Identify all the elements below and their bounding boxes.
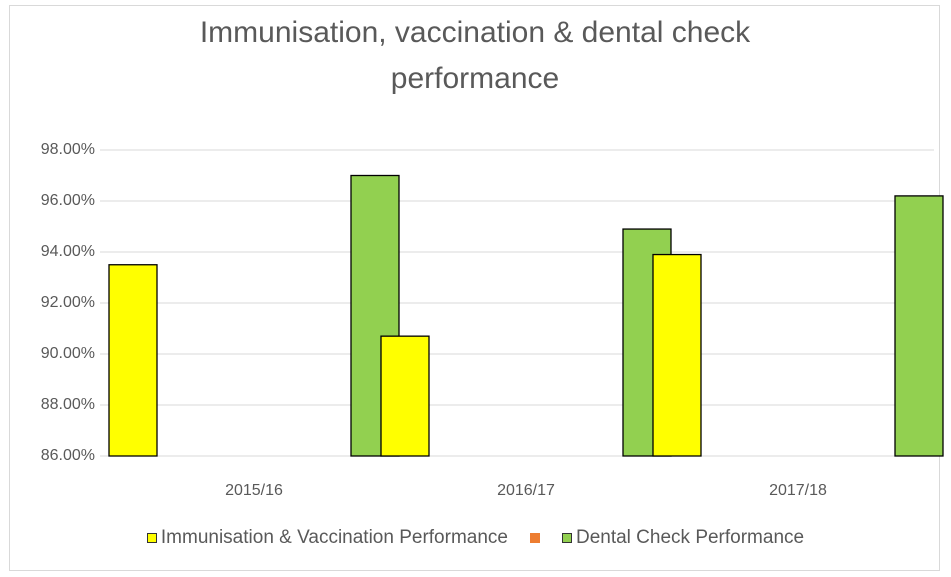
legend: Immunisation & Vaccination Performance De… (0, 527, 951, 549)
legend-label: Dental Check Performance (575, 527, 805, 548)
legend-swatch (529, 533, 540, 543)
y-tick-label: 88.00% (41, 396, 95, 413)
legend-item: Dental Check Performance (561, 527, 805, 549)
bar (380, 335, 430, 457)
y-tick-label: 86.00% (41, 447, 95, 464)
bar (652, 253, 702, 457)
legend-item (529, 527, 540, 549)
bar (350, 174, 400, 457)
legend-swatch (561, 533, 572, 543)
bar (894, 195, 944, 457)
legend-item: Immunisation & Vaccination Performance (146, 527, 508, 549)
y-tick-label: 92.00% (41, 294, 95, 311)
y-tick-label: 94.00% (41, 243, 95, 260)
y-tick-label: 98.00% (41, 141, 95, 158)
x-tick-label: 2017/18 (769, 482, 827, 499)
y-tick-label: 90.00% (41, 345, 95, 362)
legend-swatch (146, 533, 157, 543)
y-tick-label: 96.00% (41, 192, 95, 209)
x-tick-label: 2016/17 (497, 482, 555, 499)
bar (108, 264, 158, 457)
chart-title: Immunisation, vaccination & dental check… (199, 16, 751, 95)
legend-label: Immunisation & Vaccination Performance (160, 527, 508, 548)
x-tick-label: 2015/16 (225, 482, 283, 499)
